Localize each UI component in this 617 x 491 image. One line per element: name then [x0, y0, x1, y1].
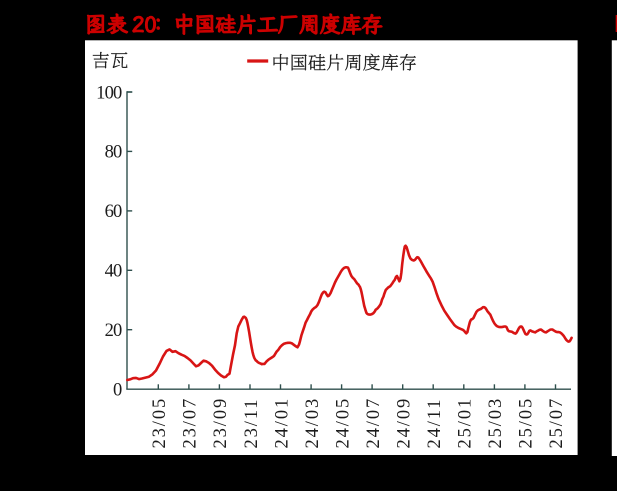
svg-text:23/11: 23/11 — [242, 398, 262, 449]
svg-text:25/03: 25/03 — [486, 397, 506, 449]
svg-text:60: 60 — [105, 202, 122, 222]
svg-text:40: 40 — [105, 261, 122, 281]
svg-text:23/09: 23/09 — [211, 397, 231, 449]
svg-text:80: 80 — [105, 143, 122, 163]
svg-text:0: 0 — [113, 380, 122, 400]
svg-text:100: 100 — [96, 84, 122, 104]
svg-text:23/05: 23/05 — [150, 397, 170, 449]
svg-text:24/03: 24/03 — [303, 397, 323, 449]
svg-text:24/05: 24/05 — [333, 397, 353, 449]
svg-text:25/05: 25/05 — [517, 397, 537, 449]
svg-text:24/07: 24/07 — [364, 397, 384, 449]
svg-text:24/01: 24/01 — [272, 397, 292, 449]
svg-text:25/01: 25/01 — [456, 397, 476, 449]
svg-text:20: 20 — [105, 321, 122, 341]
svg-text:23/07: 23/07 — [181, 397, 201, 449]
svg-text:25/07: 25/07 — [547, 397, 567, 449]
svg-text:24/09: 24/09 — [395, 397, 415, 449]
svg-text:24/11: 24/11 — [425, 398, 445, 449]
